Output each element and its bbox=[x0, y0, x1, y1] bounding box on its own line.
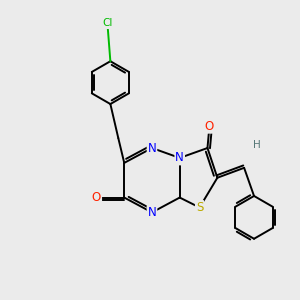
Text: N: N bbox=[175, 152, 184, 164]
Text: O: O bbox=[92, 191, 101, 204]
Text: N: N bbox=[148, 142, 156, 154]
Text: H: H bbox=[253, 140, 261, 150]
Text: Cl: Cl bbox=[102, 18, 112, 28]
Text: O: O bbox=[205, 120, 214, 133]
Text: N: N bbox=[148, 206, 156, 219]
Text: S: S bbox=[196, 201, 203, 214]
